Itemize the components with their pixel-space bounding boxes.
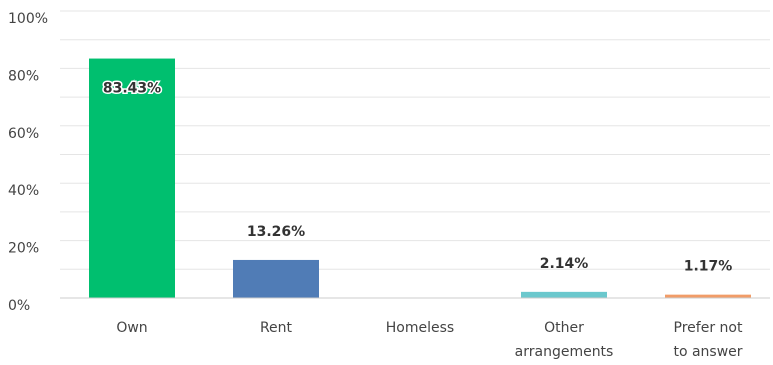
- category-label-line: Prefer not: [674, 320, 743, 336]
- value-label: 1.17%: [684, 259, 733, 275]
- bar: [233, 259, 319, 298]
- bar: [89, 58, 175, 298]
- category-label: Homeless: [386, 320, 454, 336]
- category-label: Prefer not to answer: [673, 320, 743, 360]
- value-label: 83.43%: [103, 81, 161, 97]
- gridlines: [60, 10, 770, 299]
- category-label-line: Rent: [260, 320, 293, 336]
- value-label: 13.26%: [247, 224, 305, 240]
- bar: [521, 291, 607, 298]
- y-tick-label: 100%: [8, 11, 48, 27]
- category-label-line: Homeless: [386, 320, 454, 336]
- bar: [665, 294, 751, 298]
- category-label-line: to answer: [673, 344, 742, 360]
- category-label-line: arrangements: [515, 344, 614, 360]
- category-label: Own: [116, 320, 147, 336]
- y-axis-tick-labels: 0% 20% 40% 60% 80% 100%: [8, 11, 48, 314]
- category-label: Other arrangements: [515, 320, 614, 360]
- y-tick-label: 40%: [8, 183, 39, 199]
- category-labels: Own Rent Homeless Other arrangements Prefer n…: [116, 320, 743, 360]
- bars: [89, 58, 751, 298]
- value-label: 2.14%: [540, 256, 589, 272]
- category-label: Rent: [260, 320, 293, 336]
- category-label-line: Own: [116, 320, 147, 336]
- y-tick-label: 20%: [8, 241, 39, 257]
- category-label-line: Other: [544, 320, 584, 336]
- y-tick-label: 0%: [8, 298, 30, 314]
- value-labels: 83.43% 13.26% 2.14% 1.17%: [101, 79, 733, 275]
- y-tick-label: 60%: [8, 126, 39, 142]
- y-tick-label: 80%: [8, 68, 39, 84]
